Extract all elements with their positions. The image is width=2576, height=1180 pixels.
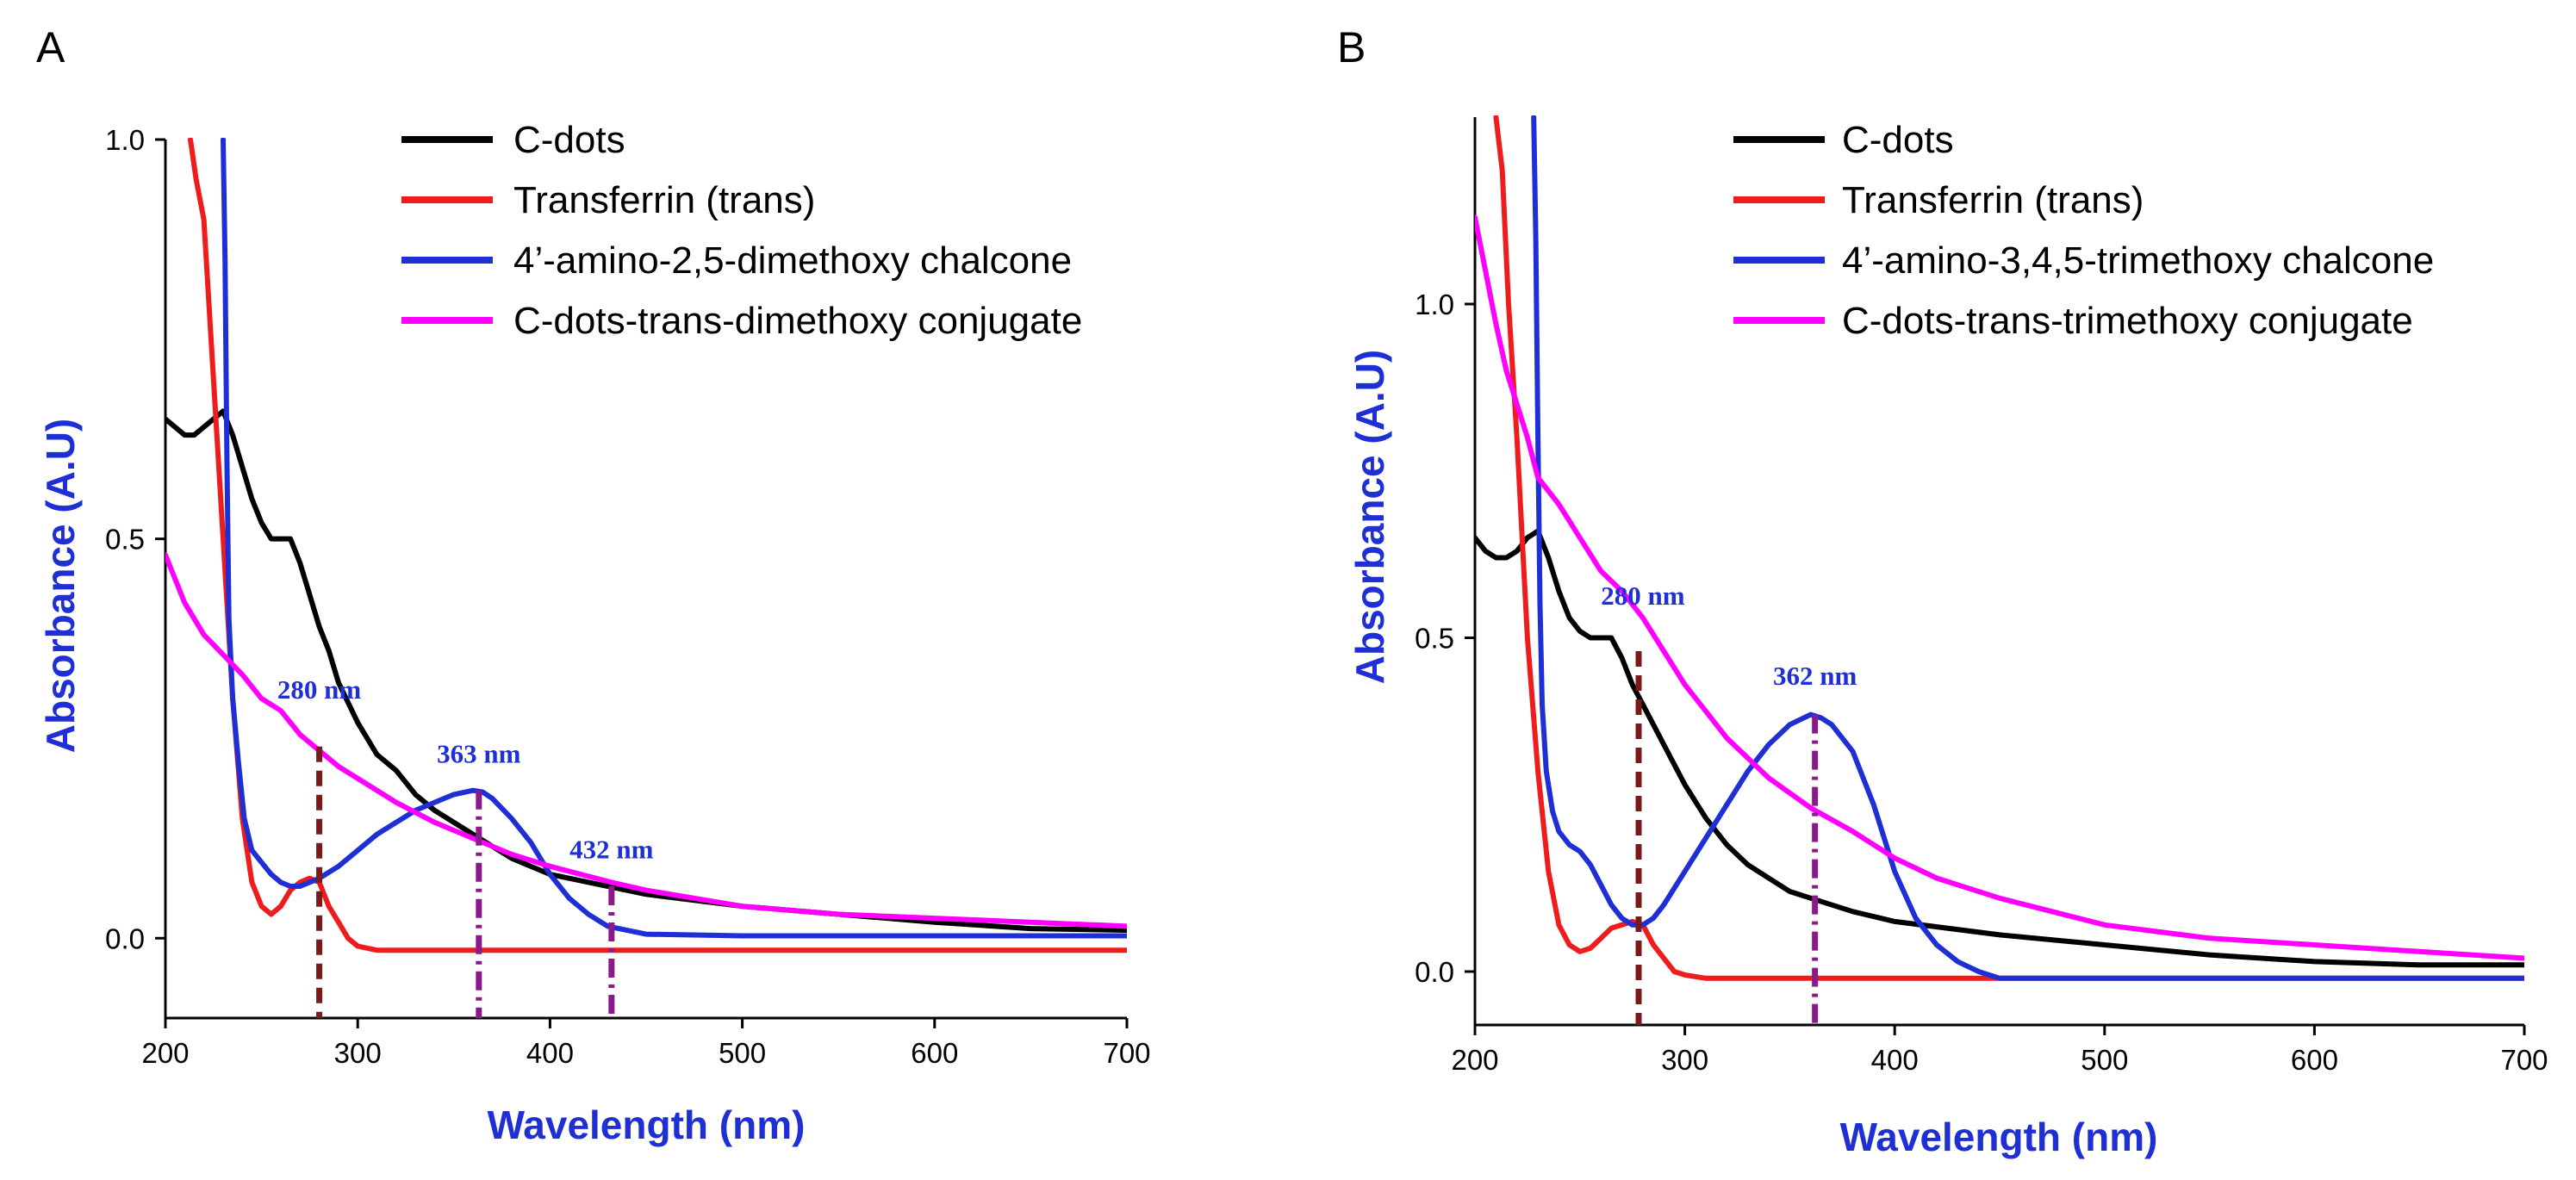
peak-annotation-363: 363 nm	[437, 738, 520, 768]
x-tick-label: 500	[2081, 1044, 2128, 1076]
legend: C-dots Transferrin (trans) 4’-amino-2,5-…	[401, 119, 1082, 342]
x-tick-label: 600	[2291, 1044, 2338, 1076]
tick-group: 200 300 400 500 600 700 0.0 0.5 1.0	[105, 124, 1150, 1069]
peak-annotation-362: 362 nm	[1773, 661, 1857, 691]
plot-area: 280 nm 362 nm	[1475, 115, 2524, 1025]
x-tick-label: 200	[141, 1037, 189, 1069]
series-line-4-amino-2-5-dimethoxy-chalcone	[221, 138, 1127, 939]
legend: C-dots Transferrin (trans) 4’-amino-3,4,…	[1733, 119, 2434, 342]
y-axis-title: Absorbance (A.U)	[38, 419, 83, 753]
y-tick-label: 1.0	[105, 124, 145, 156]
y-tick-label: 0.5	[105, 524, 145, 556]
y-tick-label: 1.0	[1415, 289, 1454, 320]
chart-panel-a: 280 nm 363 nm 432 nm 200 300 400 500 600 700 0.0…	[38, 119, 1151, 1147]
legend-label-chalcone: 4’-amino-2,5-dimethoxy chalcone	[513, 239, 1072, 282]
x-tick-label: 500	[719, 1037, 766, 1069]
legend-label-transferrin: Transferrin (trans)	[1842, 179, 2144, 221]
x-tick-label: 200	[1451, 1044, 1498, 1076]
tick-group: 200 300 400 500 600 700 0.0 0.5 1.0	[1415, 289, 2548, 1076]
panel-label-a: A	[36, 23, 65, 71]
x-tick-label: 700	[2500, 1044, 2548, 1076]
y-tick-label: 0.0	[105, 922, 145, 954]
legend-label-c-dots: C-dots	[1842, 119, 1954, 161]
chart-panel-b: 280 nm 362 nm 200 300 400 500 600 700 0.0 0.5 1.0…	[1347, 115, 2548, 1159]
legend-label-c-dots: C-dots	[513, 119, 625, 161]
legend-label-transferrin: Transferrin (trans)	[513, 179, 815, 221]
peak-annotation-432: 432 nm	[569, 835, 653, 865]
legend-label-conjugate: C-dots-trans-trimethoxy conjugate	[1842, 300, 2413, 342]
x-tick-label: 300	[1661, 1044, 1708, 1076]
x-tick-label: 400	[526, 1037, 574, 1069]
series-line-c-dots	[165, 408, 1127, 933]
series-line-c-dots-trans-trimethoxy-conjugate	[1475, 214, 2524, 961]
legend-label-chalcone: 4’-amino-3,4,5-trimethoxy chalcone	[1842, 239, 2434, 282]
x-tick-label: 300	[334, 1037, 382, 1069]
y-tick-label: 0.0	[1415, 956, 1454, 988]
legend-label-conjugate: C-dots-trans-dimethoxy conjugate	[513, 300, 1082, 342]
plot-area: 280 nm 363 nm 432 nm	[165, 138, 1127, 1018]
y-axis-title: Absorbance (A.U)	[1347, 350, 1392, 684]
x-axis-title: Wavelength (nm)	[488, 1102, 806, 1147]
x-tick-label: 600	[911, 1037, 958, 1069]
x-tick-label: 700	[1103, 1037, 1150, 1069]
series-line-c-dots-trans-dimethoxy-conjugate	[165, 552, 1127, 929]
series-line-4-amino-3-4-5-trimethoxy-chalcone	[1531, 115, 2524, 981]
peak-annotation-280: 280 nm	[277, 674, 361, 705]
y-tick-label: 0.5	[1415, 623, 1454, 655]
x-tick-label: 400	[1871, 1044, 1919, 1076]
panel-label-b: B	[1337, 23, 1366, 71]
series-line-c-dots	[1475, 528, 2524, 968]
peak-annotation-280: 280 nm	[1601, 581, 1684, 611]
x-axis-title: Wavelength (nm)	[1840, 1115, 2158, 1159]
